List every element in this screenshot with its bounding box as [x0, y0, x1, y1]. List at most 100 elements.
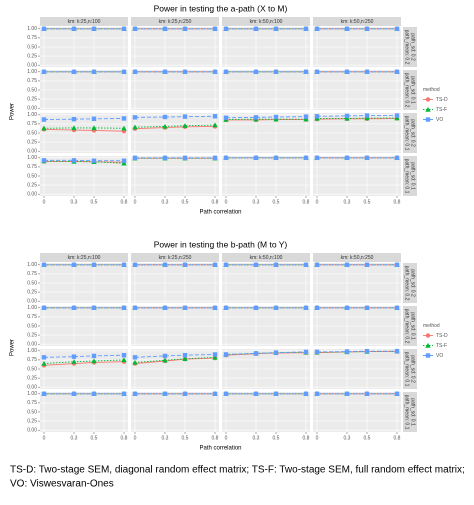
- data-point: [253, 155, 259, 161]
- x-tick-label: 0.8: [212, 199, 219, 205]
- data-point: [182, 155, 188, 161]
- x-tick-label: 0: [134, 435, 137, 441]
- data-point: [182, 356, 188, 362]
- data-point: [41, 391, 47, 397]
- x-tick-label: 0: [316, 435, 319, 441]
- col-strip-label: km: k:50,n:250: [341, 19, 374, 25]
- legend-title: method: [423, 323, 440, 329]
- col-strip: [131, 17, 219, 26]
- y-tick-label: 0.00: [27, 299, 37, 305]
- data-point: [253, 69, 259, 75]
- data-point: [162, 305, 168, 311]
- data-point: [314, 305, 320, 311]
- row-strip-label: path_sd: 0.1: [410, 312, 416, 340]
- data-point: [91, 158, 97, 163]
- data-point: [364, 26, 370, 32]
- data-point: [162, 114, 168, 120]
- x-tick-label: 0.5: [91, 199, 98, 205]
- data-point: [394, 262, 400, 268]
- legend-label: TS-D: [436, 97, 448, 103]
- series-line: [316, 115, 397, 117]
- row-strip-label: path_mean: 0.1: [404, 159, 410, 194]
- series-line: [43, 361, 125, 366]
- data-point: [162, 69, 168, 75]
- row-strip: [403, 263, 417, 303]
- data-point: [71, 262, 77, 268]
- data-point: [162, 262, 168, 268]
- data-point: [344, 113, 350, 119]
- col-strip-label: km: k:50,n:250: [341, 255, 374, 261]
- y-axis-label: Power: [10, 339, 16, 356]
- series-line: [43, 118, 125, 120]
- data-point: [182, 114, 188, 119]
- legend-marker: [425, 333, 431, 338]
- y-tick-label: 0.75: [27, 314, 37, 320]
- data-point: [212, 305, 218, 311]
- row-strip-label: path_mean: 0.1: [404, 395, 410, 430]
- col-strip: [40, 253, 128, 262]
- data-point: [303, 349, 309, 355]
- legend-label: VO: [436, 353, 443, 359]
- data-point: [121, 125, 127, 131]
- y-tick-label: 0.75: [27, 121, 37, 127]
- data-point: [182, 26, 188, 32]
- x-tick-label: 0.5: [182, 199, 189, 205]
- data-point: [71, 391, 77, 397]
- y-tick-label: 0.25: [27, 182, 37, 188]
- data-point: [41, 355, 47, 360]
- y-tick-label: 0.25: [27, 53, 37, 59]
- row-strip-label: path_sd: 0.1: [410, 162, 416, 190]
- row-strip-label: path_sd: 0.2: [410, 355, 416, 383]
- data-point: [364, 348, 370, 354]
- data-point: [344, 262, 350, 268]
- row-strip-label: path_sd: 0.1: [410, 398, 416, 426]
- data-point: [314, 69, 320, 75]
- x-tick-label: 0.8: [121, 435, 128, 441]
- y-tick-label: 0.00: [27, 385, 37, 391]
- legend-marker: [425, 353, 431, 358]
- x-tick-label: 0.8: [212, 435, 219, 441]
- data-point: [91, 116, 97, 122]
- data-point: [71, 69, 77, 75]
- data-point: [91, 391, 97, 397]
- data-point: [303, 305, 309, 311]
- y-tick-label: 0.75: [27, 164, 37, 170]
- data-point: [253, 26, 259, 32]
- data-point: [132, 391, 138, 397]
- y-tick-label: 0.00: [27, 192, 37, 198]
- data-point: [314, 155, 320, 161]
- series-line: [134, 354, 216, 358]
- x-tick-label: 0.3: [344, 435, 351, 441]
- data-point: [132, 305, 138, 311]
- data-point: [182, 262, 188, 268]
- data-point: [132, 26, 138, 32]
- data-point: [41, 69, 47, 75]
- series-line: [43, 128, 125, 132]
- data-point: [253, 351, 259, 356]
- caption-line: TS-D: Two-stage SEM, diagonal random eff…: [10, 465, 465, 476]
- series-line: [134, 115, 216, 118]
- row-strip: [403, 27, 417, 67]
- col-strip: [222, 17, 310, 26]
- data-point: [223, 69, 229, 75]
- data-point: [344, 391, 350, 397]
- x-tick-label: 0: [225, 199, 228, 205]
- legend-marker: [425, 342, 431, 348]
- data-point: [71, 116, 77, 122]
- y-tick-label: 0.50: [27, 87, 37, 93]
- data-point: [223, 352, 229, 357]
- data-point: [344, 26, 350, 32]
- data-point: [41, 262, 47, 268]
- data-point: [394, 305, 400, 311]
- series-line: [134, 124, 216, 128]
- data-point: [273, 305, 279, 311]
- data-point: [121, 357, 127, 363]
- legend-label: TS-D: [436, 333, 448, 339]
- data-point: [162, 155, 168, 161]
- data-point: [394, 69, 400, 75]
- data-point: [212, 122, 218, 128]
- caption-line: VO: Viswesvaran-Ones: [10, 479, 114, 490]
- y-tick-label: 0.75: [27, 78, 37, 84]
- data-point: [223, 262, 229, 268]
